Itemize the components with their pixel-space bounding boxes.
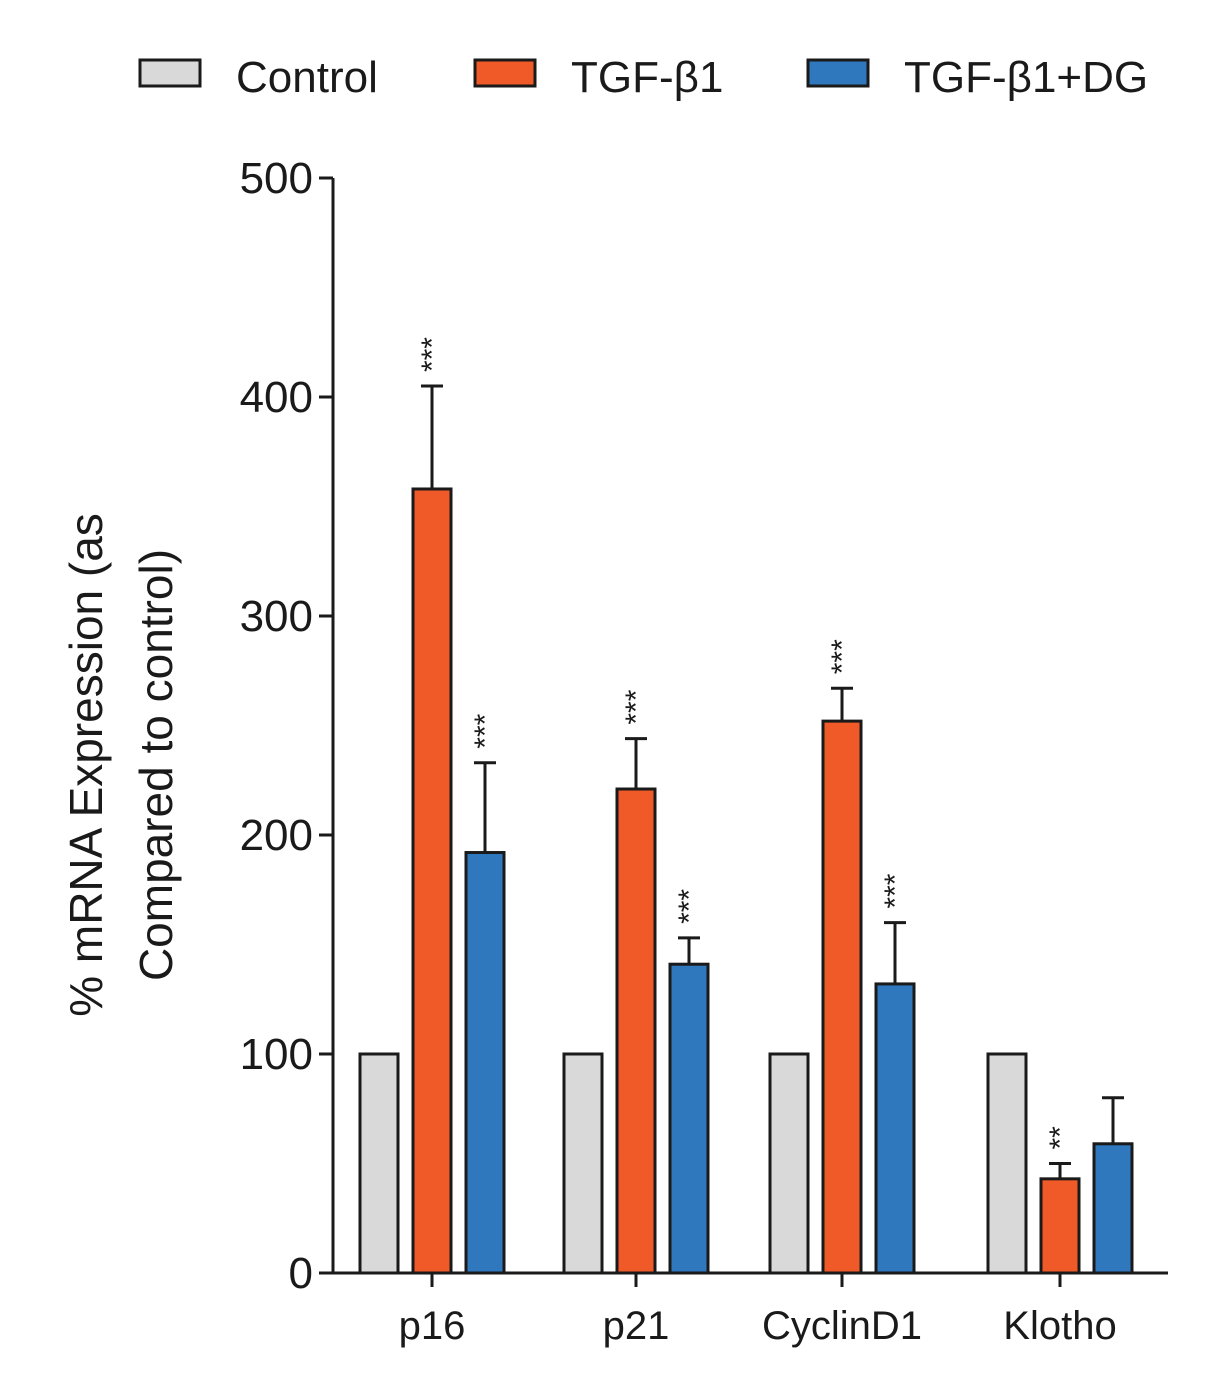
legend: Control TGF-β1 TGF-β1+DG xyxy=(138,53,1148,102)
bar xyxy=(464,851,506,1275)
y-tick-label: 0 xyxy=(289,1249,313,1298)
x-tick-label: p16 xyxy=(399,1304,466,1348)
x-tick-label: Klotho xyxy=(1003,1304,1116,1348)
legend-label: Control xyxy=(236,53,378,102)
y-tick-label: 300 xyxy=(240,592,313,641)
bars: ******************** xyxy=(358,337,1134,1275)
y-tick-label: 200 xyxy=(240,811,313,860)
x-tick-label: CyclinD1 xyxy=(762,1304,922,1348)
bar xyxy=(668,962,710,1275)
bar xyxy=(411,487,453,1275)
significance-label: *** xyxy=(879,873,912,908)
bar xyxy=(821,719,863,1275)
x-tick-label: p21 xyxy=(603,1304,670,1348)
bar xyxy=(1039,1177,1081,1275)
legend-swatch xyxy=(806,58,870,88)
significance-label: ** xyxy=(1044,1126,1077,1150)
legend-label: TGF-β1 xyxy=(571,53,723,102)
bar xyxy=(768,1052,810,1275)
legend-label: TGF-β1+DG xyxy=(904,53,1148,102)
y-tick-label: 500 xyxy=(240,154,313,203)
y-axis-title-line-2: Compared to control) xyxy=(130,549,182,981)
y-axis-title: % mRNA Expression (as Compared to contro… xyxy=(60,513,182,1017)
y-tick-label: 400 xyxy=(240,373,313,422)
bar xyxy=(615,787,657,1275)
bar xyxy=(562,1052,604,1275)
significance-label: *** xyxy=(826,639,859,674)
significance-label: *** xyxy=(416,337,449,372)
bar xyxy=(1092,1142,1134,1275)
significance-label: *** xyxy=(620,689,653,724)
y-axis-title-line-1: % mRNA Expression (as xyxy=(60,513,112,1017)
x-axis: p16 p21 CyclinD1 Klotho xyxy=(333,1271,1168,1348)
legend-swatch xyxy=(138,58,202,88)
bar xyxy=(874,982,916,1275)
bar xyxy=(986,1052,1028,1275)
y-tick-label: 100 xyxy=(240,1030,313,1079)
significance-label: *** xyxy=(469,713,502,748)
significance-label: *** xyxy=(673,889,706,924)
legend-swatch xyxy=(473,58,537,88)
y-axis: 0 100 200 300 400 500 xyxy=(240,154,335,1298)
bar xyxy=(358,1052,400,1275)
